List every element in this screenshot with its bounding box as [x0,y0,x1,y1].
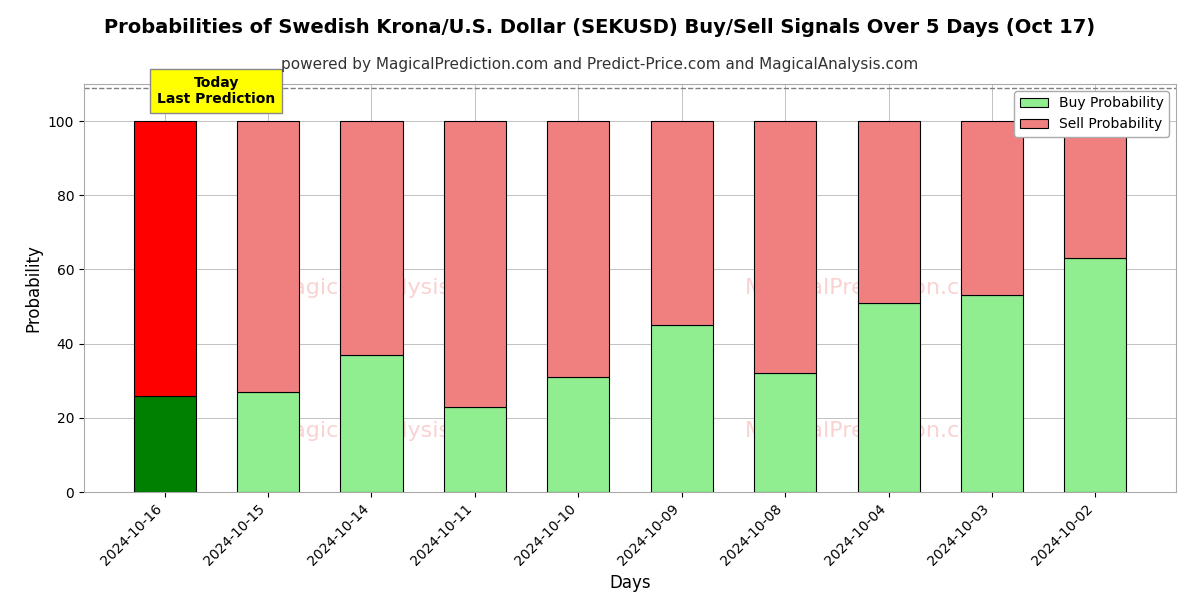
Bar [961,121,1022,295]
Bar [444,121,506,407]
Text: MagicalPrediction.com: MagicalPrediction.com [745,278,996,298]
Bar [754,373,816,492]
Text: Probabilities of Swedish Krona/U.S. Dollar (SEKUSD) Buy/Sell Signals Over 5 Days: Probabilities of Swedish Krona/U.S. Doll… [104,18,1096,37]
Text: MagicalAnalysis.com: MagicalAnalysis.com [274,278,505,298]
Bar [650,121,713,325]
Text: Today
Last Prediction: Today Last Prediction [157,76,276,106]
Bar [238,392,299,492]
Bar [961,295,1022,492]
Bar [650,325,713,492]
Bar [1064,259,1127,492]
Text: MagicalAnalysis.com: MagicalAnalysis.com [274,421,505,441]
Bar [341,121,402,355]
Bar [858,303,919,492]
Y-axis label: Probability: Probability [24,244,42,332]
Bar [444,407,506,492]
Bar [858,121,919,303]
Bar [238,121,299,392]
Bar [547,377,610,492]
Bar [133,121,196,395]
Bar [133,395,196,492]
Bar [547,121,610,377]
X-axis label: Days: Days [610,574,650,592]
Text: MagicalPrediction.com: MagicalPrediction.com [745,421,996,441]
Bar [1064,121,1127,259]
Text: powered by MagicalPrediction.com and Predict-Price.com and MagicalAnalysis.com: powered by MagicalPrediction.com and Pre… [281,57,919,72]
Bar [341,355,402,492]
Bar [754,121,816,373]
Legend: Buy Probability, Sell Probability: Buy Probability, Sell Probability [1014,91,1169,137]
